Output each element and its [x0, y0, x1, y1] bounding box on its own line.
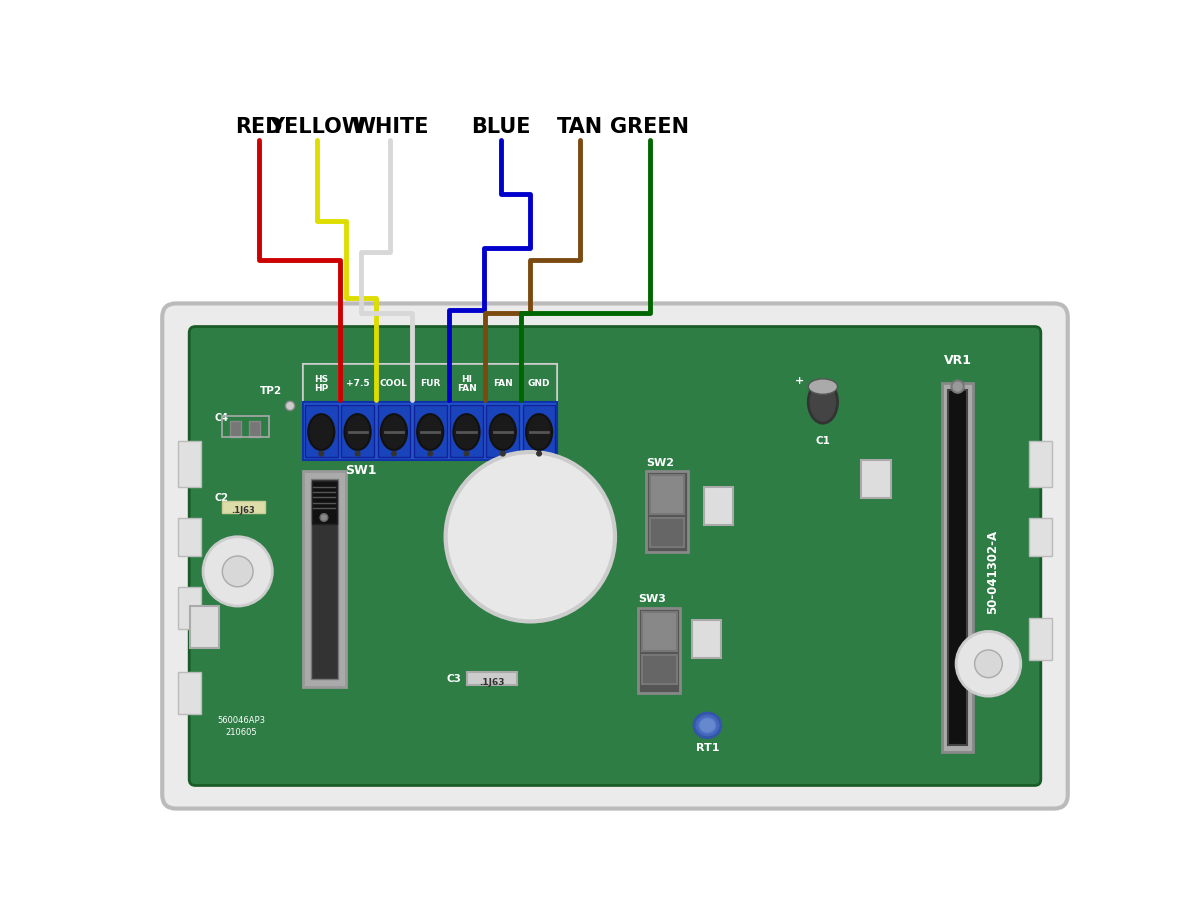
Bar — [862, 460, 890, 499]
Ellipse shape — [490, 414, 516, 450]
Bar — [642, 613, 677, 651]
Bar — [638, 608, 680, 693]
Text: 560046AP3
210605: 560046AP3 210605 — [217, 715, 265, 736]
Text: FUR: FUR — [420, 379, 440, 388]
Circle shape — [974, 651, 1002, 678]
Bar — [178, 518, 200, 556]
Text: COOL: COOL — [380, 379, 408, 388]
Text: TAN: TAN — [557, 118, 602, 137]
FancyBboxPatch shape — [162, 304, 1068, 809]
Bar — [250, 422, 260, 437]
Bar — [649, 476, 684, 514]
Bar — [311, 480, 338, 679]
Bar — [305, 405, 337, 457]
Bar — [414, 405, 446, 457]
Ellipse shape — [698, 718, 716, 733]
Ellipse shape — [454, 414, 480, 450]
Circle shape — [536, 452, 541, 457]
Text: C2: C2 — [215, 493, 229, 502]
Text: C4: C4 — [215, 413, 229, 423]
FancyBboxPatch shape — [190, 327, 1040, 786]
Bar — [942, 383, 973, 753]
Circle shape — [956, 631, 1021, 697]
Bar — [486, 405, 520, 457]
Bar — [190, 607, 220, 649]
Text: VR1: VR1 — [943, 354, 972, 367]
Ellipse shape — [380, 414, 407, 450]
Text: HI
FAN: HI FAN — [457, 374, 476, 392]
Bar — [312, 482, 337, 524]
Ellipse shape — [526, 414, 552, 450]
Text: FAN: FAN — [493, 379, 512, 388]
Text: TP2: TP2 — [260, 386, 282, 396]
Bar — [692, 620, 721, 659]
Bar — [341, 405, 374, 457]
Text: GND: GND — [528, 379, 551, 388]
Text: .1J63: .1J63 — [232, 505, 254, 515]
Circle shape — [952, 381, 964, 393]
Bar — [1030, 518, 1052, 556]
Bar — [230, 422, 241, 437]
Bar — [646, 471, 688, 552]
Bar — [222, 501, 265, 514]
Bar — [521, 364, 557, 403]
Bar — [340, 364, 376, 403]
Ellipse shape — [809, 380, 838, 395]
Circle shape — [286, 402, 295, 411]
Text: +7.5: +7.5 — [346, 379, 370, 388]
Text: .1J63: .1J63 — [479, 677, 504, 686]
Text: WHITE: WHITE — [352, 118, 428, 137]
Bar — [1030, 441, 1052, 487]
Bar — [378, 405, 410, 457]
Circle shape — [203, 538, 272, 607]
Text: 50-041302-A: 50-041302-A — [986, 529, 998, 614]
Bar — [304, 364, 557, 403]
Text: SW3: SW3 — [638, 594, 666, 604]
Bar — [449, 364, 485, 403]
Circle shape — [319, 452, 324, 457]
Text: BLUE: BLUE — [472, 118, 530, 137]
Bar — [412, 364, 449, 403]
Bar — [450, 405, 482, 457]
Bar — [467, 672, 517, 686]
Text: RT1: RT1 — [696, 743, 719, 752]
Bar — [178, 672, 200, 714]
Bar — [523, 405, 556, 457]
Bar — [485, 364, 521, 403]
Text: SW2: SW2 — [646, 458, 674, 468]
Bar — [376, 364, 412, 403]
Ellipse shape — [418, 414, 443, 450]
Circle shape — [355, 452, 360, 457]
Bar — [178, 587, 200, 630]
Text: HS
HP: HS HP — [314, 374, 329, 392]
Text: GREEN: GREEN — [610, 118, 689, 137]
Ellipse shape — [308, 414, 335, 450]
Bar — [642, 655, 677, 684]
Text: C1: C1 — [816, 436, 830, 446]
Bar — [304, 471, 346, 687]
Ellipse shape — [344, 414, 371, 450]
Ellipse shape — [694, 713, 721, 738]
Text: RED: RED — [235, 118, 283, 137]
Circle shape — [464, 452, 469, 457]
Bar — [649, 518, 684, 547]
Ellipse shape — [809, 381, 838, 424]
Circle shape — [445, 452, 616, 622]
Circle shape — [320, 514, 328, 522]
Circle shape — [428, 452, 432, 457]
Bar — [178, 441, 200, 487]
Text: +: + — [796, 376, 804, 386]
Bar — [948, 391, 967, 744]
Bar — [222, 416, 269, 438]
Bar — [304, 403, 557, 460]
Bar — [304, 364, 340, 403]
Circle shape — [222, 556, 253, 587]
Text: YELLOW: YELLOW — [269, 118, 365, 137]
Bar — [1030, 618, 1052, 660]
Circle shape — [500, 452, 505, 457]
Text: SW1: SW1 — [346, 464, 377, 477]
Circle shape — [391, 452, 396, 457]
Bar — [703, 487, 733, 526]
Text: C3: C3 — [446, 673, 461, 683]
